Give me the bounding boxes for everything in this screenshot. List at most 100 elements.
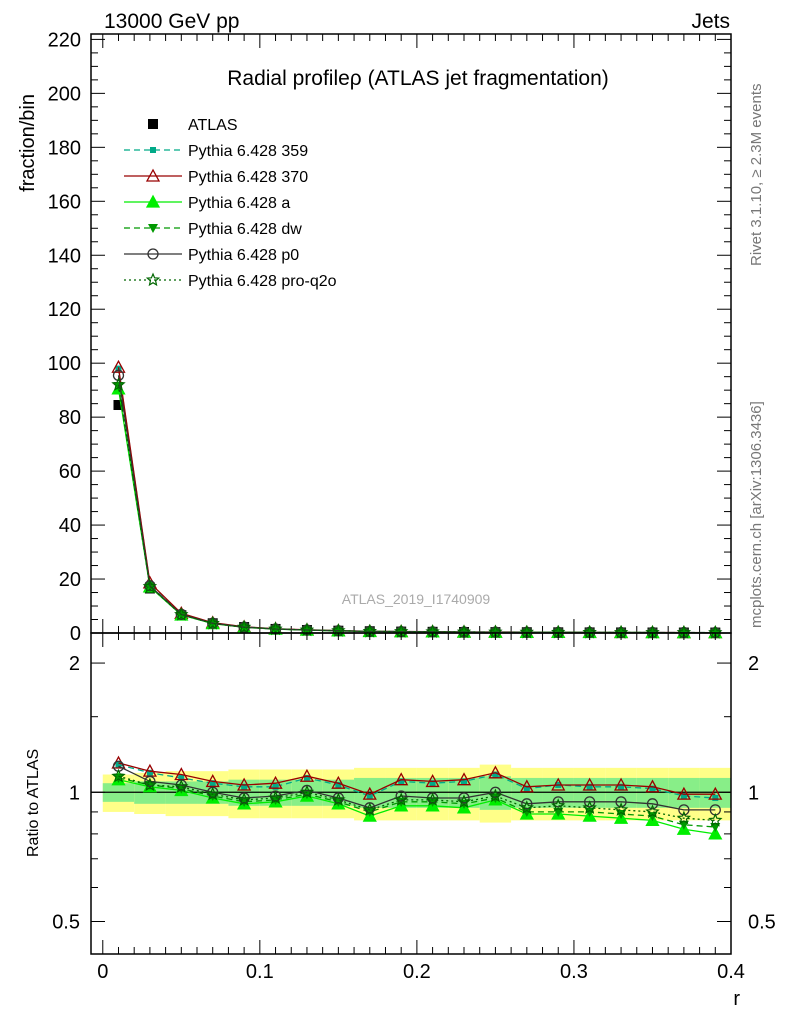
data-point — [111, 359, 126, 373]
ratio-point — [676, 786, 691, 800]
ratio-point — [268, 775, 283, 789]
ratio-point — [492, 771, 499, 778]
ratio-point — [676, 810, 692, 825]
ratio-point — [519, 779, 534, 793]
legend-marker — [150, 147, 156, 153]
x-axis-label: r — [733, 988, 740, 1010]
ratio-point — [613, 802, 629, 816]
legend-entry: Pythia 6.428 dw — [124, 221, 302, 238]
ratio-point — [519, 800, 534, 815]
y-tick-label-ratio-right: 1 — [748, 782, 759, 804]
ratio-point — [582, 777, 597, 791]
ratio-point — [461, 778, 468, 785]
ratio-point — [362, 786, 377, 800]
legend: ATLAS Pythia 6.428 359 Pythia 6.428 370 Pyt… — [124, 117, 337, 290]
ratio-point — [552, 796, 564, 808]
y-tick-label-main: 180 — [48, 137, 81, 159]
x-tick-label: 0.4 — [717, 961, 745, 983]
ratio-point — [425, 774, 440, 788]
ratio-point — [146, 769, 153, 776]
ratio-point — [615, 796, 627, 808]
data-point — [142, 579, 158, 593]
ratio-point — [205, 786, 220, 801]
ratio-point — [488, 765, 503, 779]
category-label: Jets — [691, 10, 730, 33]
x-tick-label: 0 — [97, 961, 108, 983]
y-tick-label-main: 80 — [59, 407, 81, 429]
ratio-point — [111, 768, 126, 783]
main-title: Radial profileρ (ATLAS jet fragmentation… — [227, 67, 609, 90]
y-tick-label-main: 120 — [48, 299, 81, 321]
ratio-point — [425, 792, 440, 806]
ratio-point — [523, 785, 530, 792]
ratio-point — [209, 780, 216, 787]
ratio-point — [456, 772, 472, 786]
data-point — [236, 619, 252, 634]
ratio-point — [299, 768, 315, 782]
ratio-point — [458, 792, 470, 804]
y-tick-label-main: 200 — [48, 83, 81, 105]
ratio-point — [646, 798, 659, 810]
y-axis-label-ratio: Ratio to ATLAS — [25, 749, 42, 857]
legend-entry: Pythia 6.428 a — [124, 194, 290, 212]
ratio-point — [174, 779, 189, 793]
ratio-plot-frame — [90, 632, 732, 955]
ratio-point — [331, 775, 346, 789]
data-point — [205, 615, 220, 630]
mcplots-label: mcplots.cern.ch [arXiv:1306.3436] — [748, 401, 765, 628]
ratio-series-pythia-6-428-a — [111, 772, 723, 840]
legend-label: Pythia 6.428 a — [188, 195, 290, 212]
ratio-point — [236, 792, 252, 806]
y-tick-label-ratio: 1 — [69, 782, 80, 804]
ratio-point — [237, 777, 252, 791]
ratio-point — [678, 804, 690, 816]
ratio-point — [618, 783, 625, 790]
ratio-point — [394, 772, 409, 786]
legend-label: Pythia 6.428 pro-q2o — [188, 273, 337, 290]
ratio-series-pythia-6-428-370 — [111, 755, 723, 800]
y-tick-label-main: 220 — [48, 29, 81, 51]
ratio-line — [118, 762, 716, 795]
legend-marker — [147, 248, 159, 260]
y-tick-label-main: 60 — [59, 461, 81, 483]
legend-entry: Pythia 6.428 370 — [124, 168, 308, 186]
ratio-point — [115, 761, 122, 768]
data-point — [111, 377, 126, 391]
ratio-point — [586, 783, 593, 790]
legend-marker — [145, 272, 161, 287]
ratio-point — [489, 786, 502, 798]
x-tick-label: 0.2 — [403, 961, 431, 983]
legend-entry: Pythia 6.428 pro-q2o — [124, 272, 337, 290]
ratio-point — [144, 775, 156, 788]
ratio-point — [205, 774, 220, 788]
process-label: 13000 GeV pp — [104, 10, 239, 33]
ratio-plot-panel: Ratio to ATLAS r 0.5 0.5 1 1 2 2 0 0.1 0.2 0.3 0.4 — [25, 632, 776, 1010]
legend-marker — [145, 194, 161, 208]
y-tick-label-main: 100 — [48, 353, 81, 375]
legend-marker — [145, 168, 161, 182]
ratio-line — [118, 779, 716, 835]
ratio-point — [268, 790, 283, 805]
ratio-point — [456, 794, 472, 808]
ratio-point — [394, 792, 409, 806]
ratio-point — [241, 783, 248, 790]
ratio-point — [613, 777, 629, 791]
y-tick-label-main: 0 — [70, 623, 81, 645]
ratio-point — [582, 800, 597, 815]
y-tick-label-ratio-right: 2 — [748, 653, 759, 675]
legend-label: Pythia 6.428 dw — [188, 221, 302, 238]
ratio-point — [398, 778, 405, 785]
ratio-point — [551, 777, 566, 791]
legend-entry: Pythia 6.428 359 — [124, 143, 308, 160]
ratio-point — [331, 792, 346, 806]
ratio-point — [521, 798, 533, 810]
data-point — [113, 400, 124, 411]
ratio-point — [488, 788, 503, 803]
ratio-point — [708, 812, 723, 827]
ratio-point — [649, 785, 656, 792]
ratio-point — [335, 781, 342, 788]
analysis-watermark: ATLAS_2019_I1740909 — [342, 591, 491, 607]
main-plot-panel: Radial profileρ (ATLAS jet fragmentation… — [17, 29, 732, 645]
